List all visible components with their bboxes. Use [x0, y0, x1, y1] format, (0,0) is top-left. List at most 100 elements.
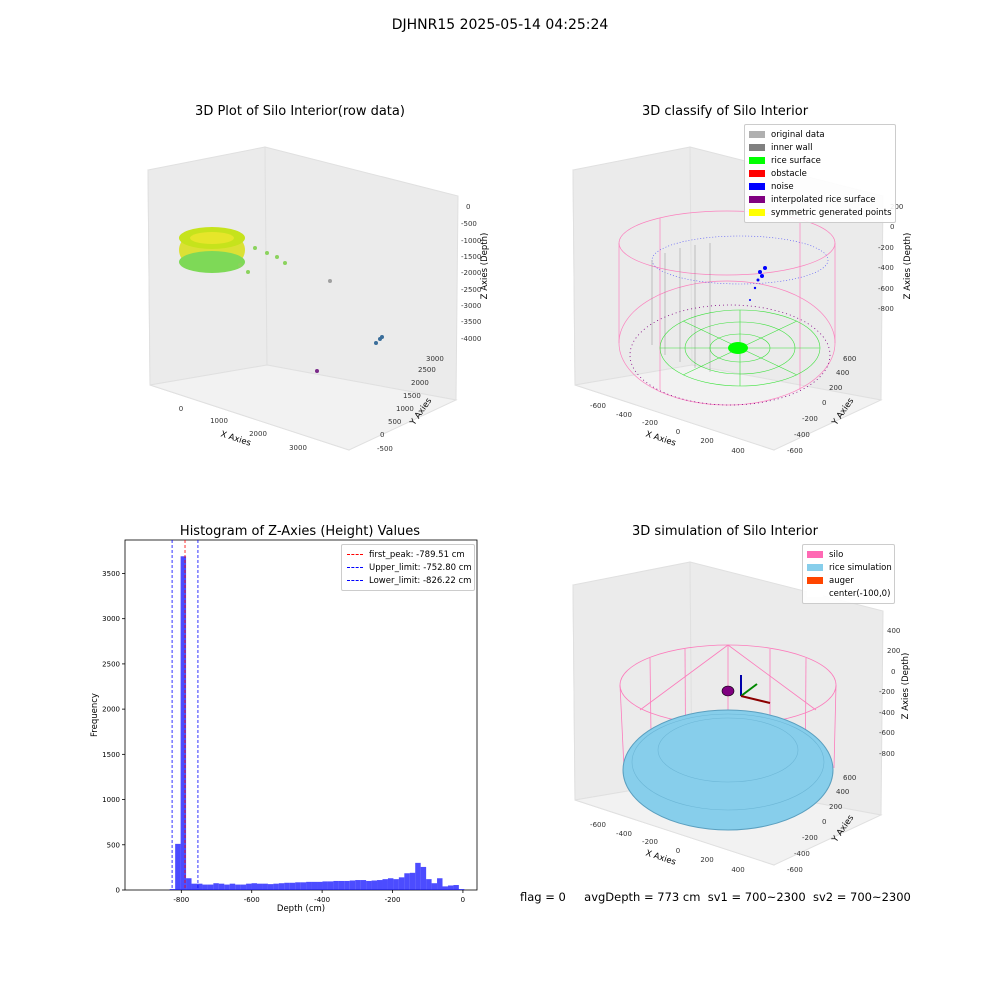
raw-xtick: 1000: [210, 417, 228, 425]
simulation-xtick: -200: [642, 838, 658, 846]
legend-entry: symmetric generated points: [749, 206, 892, 219]
classify-ytick: -200: [802, 415, 818, 423]
classify-xlabel: X Axies: [644, 429, 677, 448]
histogram-bar: [311, 881, 318, 890]
histogram-legend: first_peak: -789.51 cm Upper_limit: -752…: [341, 544, 475, 591]
legend-entry: noise: [749, 180, 891, 193]
histogram-bar: [398, 877, 405, 890]
legend-entry: obstacle: [749, 167, 891, 180]
legend-swatch: [807, 564, 823, 571]
histogram-bar: [229, 883, 236, 890]
legend-label: noise: [771, 181, 794, 192]
legend-line: [347, 580, 363, 581]
raw-ztick: -2000: [461, 269, 481, 277]
histogram-bar: [377, 880, 383, 890]
histogram-xticks: -800 -600 -400 -200 0: [173, 890, 465, 904]
simulation-ytick: 0: [822, 818, 826, 826]
histogram-bar: [355, 880, 361, 890]
classify-ztick: -800: [878, 305, 894, 313]
axis-x-arrow-icon: [740, 695, 771, 704]
raw-points: [179, 227, 384, 373]
histogram-bar: [333, 880, 339, 890]
classify-ztick: -600: [878, 285, 894, 293]
simulation-ztick: -400: [879, 709, 895, 717]
classify-xtick: 0: [676, 428, 680, 436]
status-flag: flag = 0: [520, 890, 566, 904]
legend-label: Upper_limit: -752.80 cm: [369, 562, 472, 573]
histogram-ytick-label: 1500: [102, 751, 120, 759]
classify-ytick: 200: [829, 384, 842, 392]
raw-ztick: -3000: [461, 302, 481, 310]
classify-rice-center: [728, 342, 748, 354]
simulation-ytick: 200: [829, 803, 842, 811]
histogram-bar: [175, 843, 181, 890]
raw-ztick: -2500: [461, 286, 481, 294]
raw-ytick: 1000: [396, 405, 414, 413]
classify-xtick: 200: [700, 437, 713, 445]
legend-entry: rice simulation: [807, 561, 892, 574]
legend-line: [347, 554, 363, 555]
legend-entry: first_peak: -789.51 cm: [347, 548, 469, 561]
legend-swatch: [749, 131, 765, 138]
classify-zlabel: Z Axies (Depth): [903, 233, 913, 300]
histogram-yticks: 0 500 1000 1500 2000 2500 3000 3500: [102, 570, 125, 895]
raw-3d-plot: 0 1000 2000 3000 -500 0 500 1000 1500 20…: [147, 146, 490, 453]
histogram-bar: [420, 866, 427, 890]
classify-xtick: -600: [590, 402, 606, 410]
histogram-bar: [437, 878, 443, 890]
status-sv1: sv1 = 700~2300: [707, 890, 806, 904]
simulation-plot-title: 3D simulation of Silo Interior: [632, 524, 818, 539]
legend-label: center(-100,0): [829, 588, 891, 599]
legend-swatch: [749, 157, 765, 164]
classify-inner-wall: [651, 235, 829, 372]
histogram-xtick-label: 0: [461, 896, 465, 904]
histogram-bar: [442, 886, 448, 890]
legend-swatch: [749, 183, 765, 190]
legend-label: rice surface: [771, 155, 821, 166]
legend-entry: original data: [749, 128, 891, 141]
legend-swatch: [807, 551, 823, 558]
histogram-title: Histogram of Z-Axies (Height) Values: [179, 524, 421, 539]
simulation-legend: silo rice simulation auger center(-100,0…: [802, 544, 895, 604]
legend-entry: auger: [807, 574, 890, 587]
classify-ytick: 600: [843, 355, 856, 363]
raw-zlabel: Z Axies (Depth): [480, 233, 490, 300]
legend-entry: rice surface: [749, 154, 891, 167]
raw-xtick: 3000: [289, 444, 307, 452]
legend-label: auger: [829, 575, 854, 586]
histogram-ytick-label: 2500: [102, 660, 120, 668]
raw-xlabel: X Axies: [219, 429, 252, 448]
histogram-ytick-label: 1000: [102, 796, 120, 804]
legend-label: original data: [771, 129, 825, 140]
status-line: flag = 0 avgDepth = 773 cm sv1 = 700~230…: [520, 890, 911, 904]
histogram-bar: [306, 881, 312, 890]
classify-plot-title: 3D classify of Silo Interior: [641, 104, 809, 119]
simulation-zlabel: Z Axies (Depth): [901, 653, 911, 720]
simulation-ytick: 400: [836, 788, 849, 796]
histogram-bar: [246, 883, 252, 890]
legend-swatch: [749, 209, 765, 216]
histogram-bar: [196, 883, 203, 890]
legend-swatch: [807, 590, 823, 597]
histogram-bar: [415, 862, 421, 890]
histogram-bar: [273, 883, 279, 890]
legend-entry: interpolated rice surface: [749, 193, 891, 206]
simulation-rice-surface: [622, 709, 834, 831]
histogram-bar: [349, 880, 356, 890]
classify-ytick: 400: [836, 369, 849, 377]
auger-icon: [721, 685, 735, 697]
histogram-bar: [207, 884, 214, 890]
legend-line: [347, 567, 363, 568]
legend-entry: inner wall: [749, 141, 891, 154]
simulation-xtick: -600: [590, 821, 606, 829]
histogram-ytick-label: 2000: [102, 706, 120, 714]
classify-xtick: -200: [642, 419, 658, 427]
classify-noise: [749, 266, 767, 301]
legend-swatch: [749, 196, 765, 203]
histogram-bar: [202, 884, 208, 890]
figure-title: DJHNR15 2025-05-14 04:25:24: [391, 17, 609, 33]
raw-ztick: -1500: [461, 253, 481, 261]
simulation-ztick: 400: [887, 627, 900, 635]
legend-label: rice simulation: [829, 562, 892, 573]
legend-swatch: [749, 144, 765, 151]
